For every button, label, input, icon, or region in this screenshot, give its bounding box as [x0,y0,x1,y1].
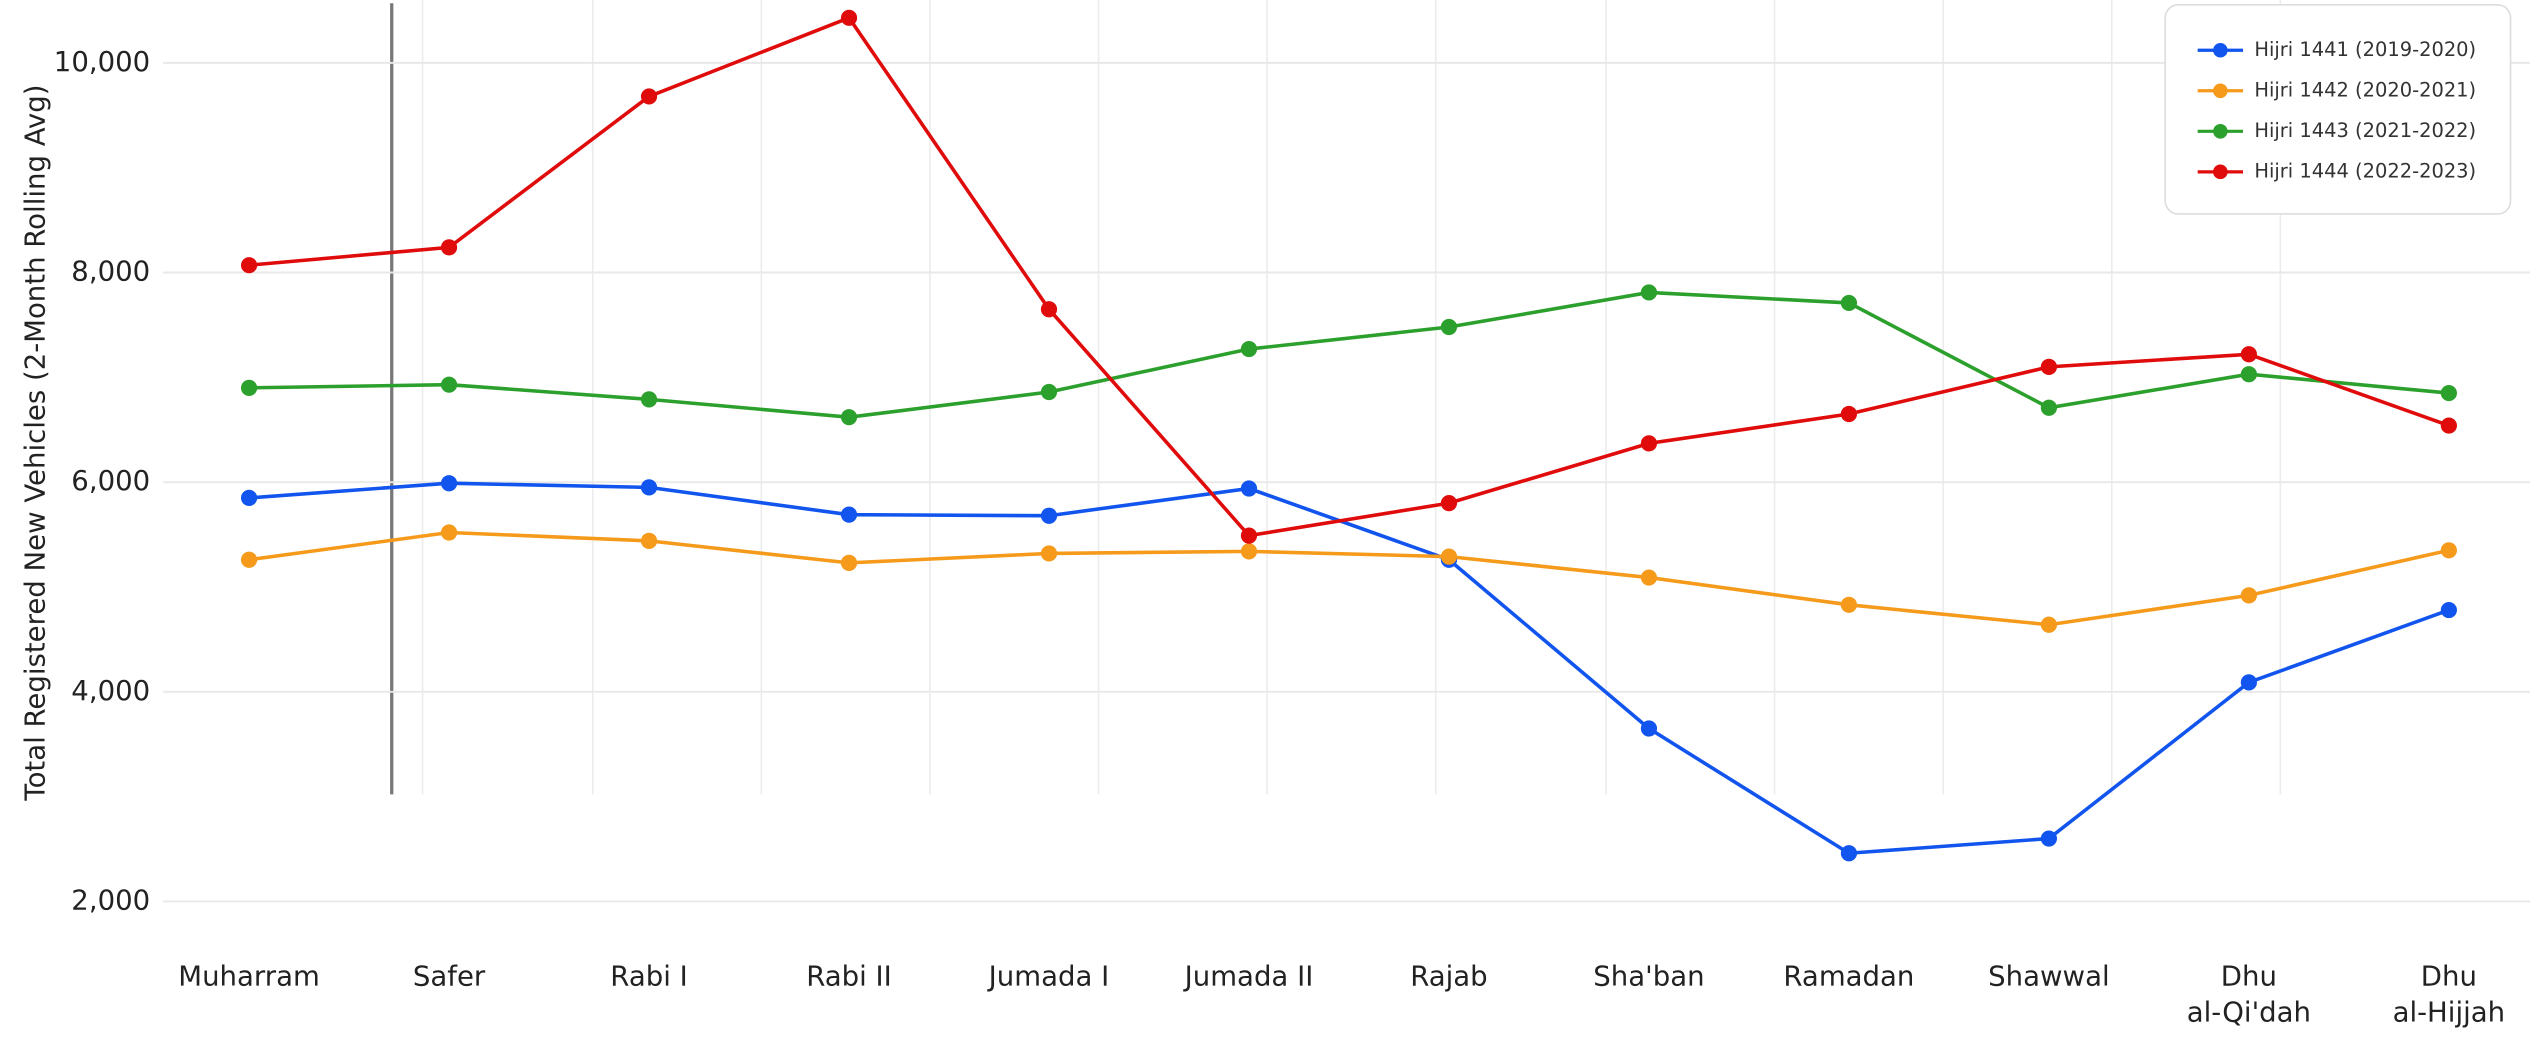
data-point [840,9,858,26]
legend-marker [2213,83,2228,99]
data-point [1440,318,1458,336]
minor-vertical-lines [421,0,2282,795]
data-point [440,475,458,492]
data-point [2440,417,2457,434]
data-point [1240,543,1258,560]
legend-marker [2213,42,2228,58]
data-point [640,479,658,496]
data-point [240,489,258,507]
data-point [2240,587,2257,604]
legend-label: Hijri 1443 (2021-2022) [2254,119,2476,142]
y-tick-label: 4,000 [71,675,150,707]
legend-label: Hijri 1441 (2019-2020) [2254,38,2476,61]
data-point [2240,366,2257,383]
x-tick-label: Muharram [178,961,320,994]
data-point [2440,601,2457,619]
data-point [1440,548,1458,565]
data-point [1640,569,1658,586]
x-tick-label-box: Dhu al-Qi'dah [2186,961,2312,1030]
x-tick-label: Rajab [1410,961,1488,994]
x-tick-label: Dhu al-Hijjah [2392,961,2506,1030]
y-tick-label: 10,000 [54,46,150,78]
legend-label: Hijri 1444 (2022-2023) [2254,159,2476,182]
series-line [249,290,2450,419]
data-point [440,524,458,541]
y-tick-label: 8,000 [71,256,150,288]
series-line [248,481,2450,856]
x-tick-label: Shawwal [1988,961,2110,994]
data-point [1840,845,1858,862]
data-point [2440,384,2457,402]
data-point [1840,596,1858,613]
x-tick-label: Sha'ban [1593,961,1705,994]
data-point [1640,435,1658,452]
data-point [2240,674,2257,691]
x-tick-label: Jumada I [988,961,1110,994]
x-tick-label: Ramadan [1783,961,1915,994]
legend-label: Hijri 1442 (2020-2021) [2254,78,2476,101]
x-tick-label-box: Dhu al-Hijjah [2392,961,2506,1030]
legend-marker [2213,124,2228,139]
x-tick-label-box: Jumada II [1184,961,1314,994]
y-tick-label: 6,000 [71,465,150,497]
legend-box [2164,4,2512,215]
data-point [440,239,458,256]
x-tick-label-box: Muharram [178,961,320,994]
data-point [1840,294,1858,312]
legend-marker [2213,164,2228,180]
y-tick-label: 2,000 [71,884,150,916]
data-point [1040,507,1058,524]
x-tick-label-box: Sha'ban [1593,961,1705,994]
x-tick-label: Rabi I [610,961,688,994]
data-point [2040,358,2058,375]
data-point [2440,542,2457,559]
data-point [1240,527,1258,544]
x-tick-label-box: Shawwal [1988,961,2110,994]
data-point [1240,340,1258,358]
data-point [640,391,658,408]
x-tick-label: Jumada II [1184,961,1314,994]
data-point [1640,284,1658,301]
data-point [2040,830,2058,847]
legend: Hijri 1441 (2019-2020) Hijri 1442 (2020-2… [2164,4,2512,215]
y-axis-label: Total Registered New Vehicles (2-Month R… [20,85,52,802]
series-line [248,530,2450,627]
data-point [1640,720,1658,737]
data-point [1240,480,1258,497]
data-point [640,532,658,549]
data-point [1040,383,1058,401]
x-tick-label-box: Ramadan [1783,961,1915,994]
series-line [248,15,2450,538]
data-point [1440,495,1458,512]
data-point [840,506,858,523]
data-point [1040,545,1058,562]
data-point [2240,346,2257,363]
data-point [240,551,258,568]
data-point [240,379,258,396]
data-point [1040,301,1058,318]
data-point [440,376,458,393]
data-point [2040,399,2058,416]
data-point [1840,405,1858,423]
data-point [2040,616,2058,633]
data-point [840,409,858,426]
data-point [240,257,258,274]
x-tick-label: Rabi II [806,961,892,994]
x-tick-label-box: Rabi I [610,961,688,994]
x-tick-label-box: Jumada I [988,961,1110,994]
x-tick-label: Safer [412,961,486,994]
data-point [840,554,858,571]
x-tick-label: Dhu al-Qi'dah [2186,961,2312,1030]
x-tick-label-box: Safer [412,961,486,994]
x-tick-label-box: Rajab [1410,961,1488,994]
data-point [640,88,658,105]
x-tick-label-box: Rabi II [806,961,892,994]
